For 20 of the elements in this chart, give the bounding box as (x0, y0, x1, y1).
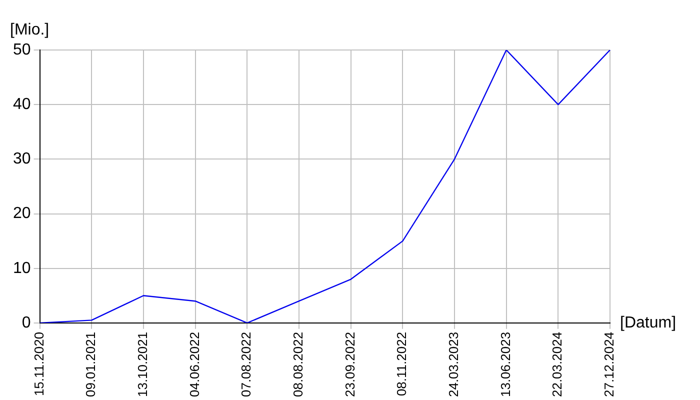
x-tick-label: 22.03.2024 (550, 332, 565, 398)
y-tick-label: 40 (13, 96, 31, 113)
x-axis-title: [Datum] (620, 314, 676, 332)
y-tick-label: 50 (13, 41, 31, 58)
x-tick-label: 23.09.2022 (342, 332, 358, 398)
x-tick-label: 15.11.2020 (31, 332, 46, 396)
x-tick-label: 27.12.2024 (602, 332, 617, 398)
x-tick-label: 07.08.2022 (238, 332, 254, 398)
x-tick-label: 09.01.2021 (83, 332, 98, 398)
x-tick-label: 08.11.2022 (394, 332, 410, 396)
y-tick-label: 0 (22, 314, 31, 332)
y-tick-label: 10 (13, 260, 31, 277)
y-axis-title: [Mio.] (10, 21, 50, 38)
x-tick-label: 13.10.2021 (135, 332, 150, 398)
x-tick-label: 13.06.2023 (498, 332, 513, 398)
y-tick-label: 30 (13, 150, 31, 168)
y-tick-label: 20 (13, 205, 31, 222)
x-tick-label: 24.03.2023 (446, 332, 462, 398)
x-tick-label: 04.06.2022 (186, 332, 202, 398)
x-tick-label: 08.08.2022 (290, 332, 306, 398)
